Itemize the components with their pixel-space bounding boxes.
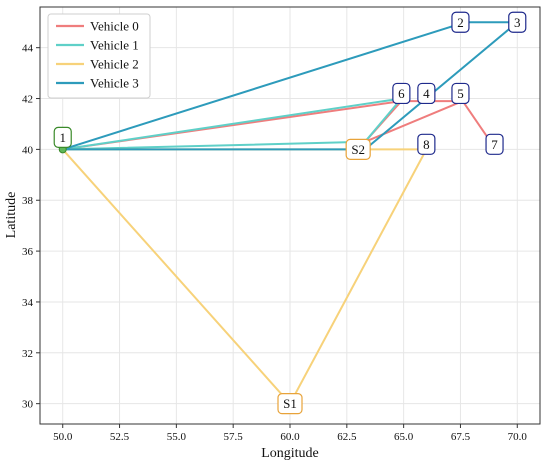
y-tick-label: 34 xyxy=(22,297,34,309)
x-tick-label: 50.0 xyxy=(53,431,73,443)
node-box xyxy=(451,82,470,105)
node-box xyxy=(508,11,527,33)
node-s2: S2 xyxy=(345,138,371,160)
x-axis-title: Longitude xyxy=(261,446,319,461)
legend-item-vehicle-2: Vehicle 2 xyxy=(56,57,139,72)
ticks-layer: 50.0 52.5 55.0 57.5 60.0 62.5 65.0 67.5 70.0 30 32… xyxy=(22,43,527,443)
x-tick-label: 62.5 xyxy=(337,431,357,443)
legend-item-vehicle-1: Vehicle 1 xyxy=(56,38,139,53)
node-label: 2 xyxy=(457,15,464,30)
node-box xyxy=(277,393,303,415)
legend-item-vehicle-0: Vehicle 0 xyxy=(56,19,139,34)
node-1: 1 xyxy=(53,126,72,154)
x-tick-label: 55.0 xyxy=(167,431,187,443)
legend-label: Vehicle 1 xyxy=(90,38,139,53)
node-box xyxy=(53,126,72,148)
node-6: 6 xyxy=(392,82,411,105)
x-tick-label: 57.5 xyxy=(224,431,244,443)
y-tick-label: 44 xyxy=(22,43,34,55)
x-tick-label: 52.5 xyxy=(110,431,130,443)
legend: Vehicle 0 Vehicle 1 Vehicle 2 Vehicle 3 xyxy=(47,13,151,99)
legend-label: Vehicle 3 xyxy=(90,76,139,91)
x-tick-label: 60.0 xyxy=(280,431,300,443)
y-tick-label: 30 xyxy=(22,399,34,411)
node-box xyxy=(485,133,504,155)
node-5: 5 xyxy=(451,82,470,105)
legend-box xyxy=(47,13,151,99)
x-tick-label: 65.0 xyxy=(394,431,414,443)
node-box xyxy=(392,82,411,105)
node-box xyxy=(417,133,436,155)
node-label: 4 xyxy=(423,86,430,101)
y-tick-label: 38 xyxy=(22,195,34,207)
node-label: 3 xyxy=(514,15,521,30)
y-tick-label: 32 xyxy=(22,348,33,360)
nodes-layer: 1 2 3 4 5 6 7 8 S1 S2 xyxy=(53,11,527,415)
node-box xyxy=(345,138,371,160)
node-label: S2 xyxy=(351,142,365,157)
node-3: 3 xyxy=(508,11,527,33)
route-vehicle-1 xyxy=(61,97,403,151)
y-axis-title: Latitude xyxy=(4,192,19,239)
route-vehicle-0 xyxy=(61,100,494,151)
y-tick-label: 36 xyxy=(22,246,34,258)
node-box xyxy=(451,11,470,33)
node-label: S1 xyxy=(283,396,297,411)
node-s1: S1 xyxy=(277,393,303,415)
x-tick-label: 67.5 xyxy=(451,431,471,443)
node-label: 7 xyxy=(491,137,498,152)
node-label: 8 xyxy=(423,137,430,152)
node-8: 8 xyxy=(417,133,436,155)
node-2: 2 xyxy=(451,11,470,33)
legend-label: Vehicle 2 xyxy=(90,57,139,72)
legend-item-vehicle-3: Vehicle 3 xyxy=(56,76,139,91)
node-label: 5 xyxy=(457,86,464,101)
node-label: 1 xyxy=(59,130,66,145)
node-box xyxy=(417,82,436,105)
node-7: 7 xyxy=(485,133,504,155)
x-tick-label: 70.0 xyxy=(508,431,528,443)
y-tick-label: 42 xyxy=(22,94,33,106)
y-tick-label: 40 xyxy=(22,144,34,156)
node-label: 6 xyxy=(398,86,405,101)
legend-label: Vehicle 0 xyxy=(90,19,139,34)
node-4: 4 xyxy=(417,82,436,105)
